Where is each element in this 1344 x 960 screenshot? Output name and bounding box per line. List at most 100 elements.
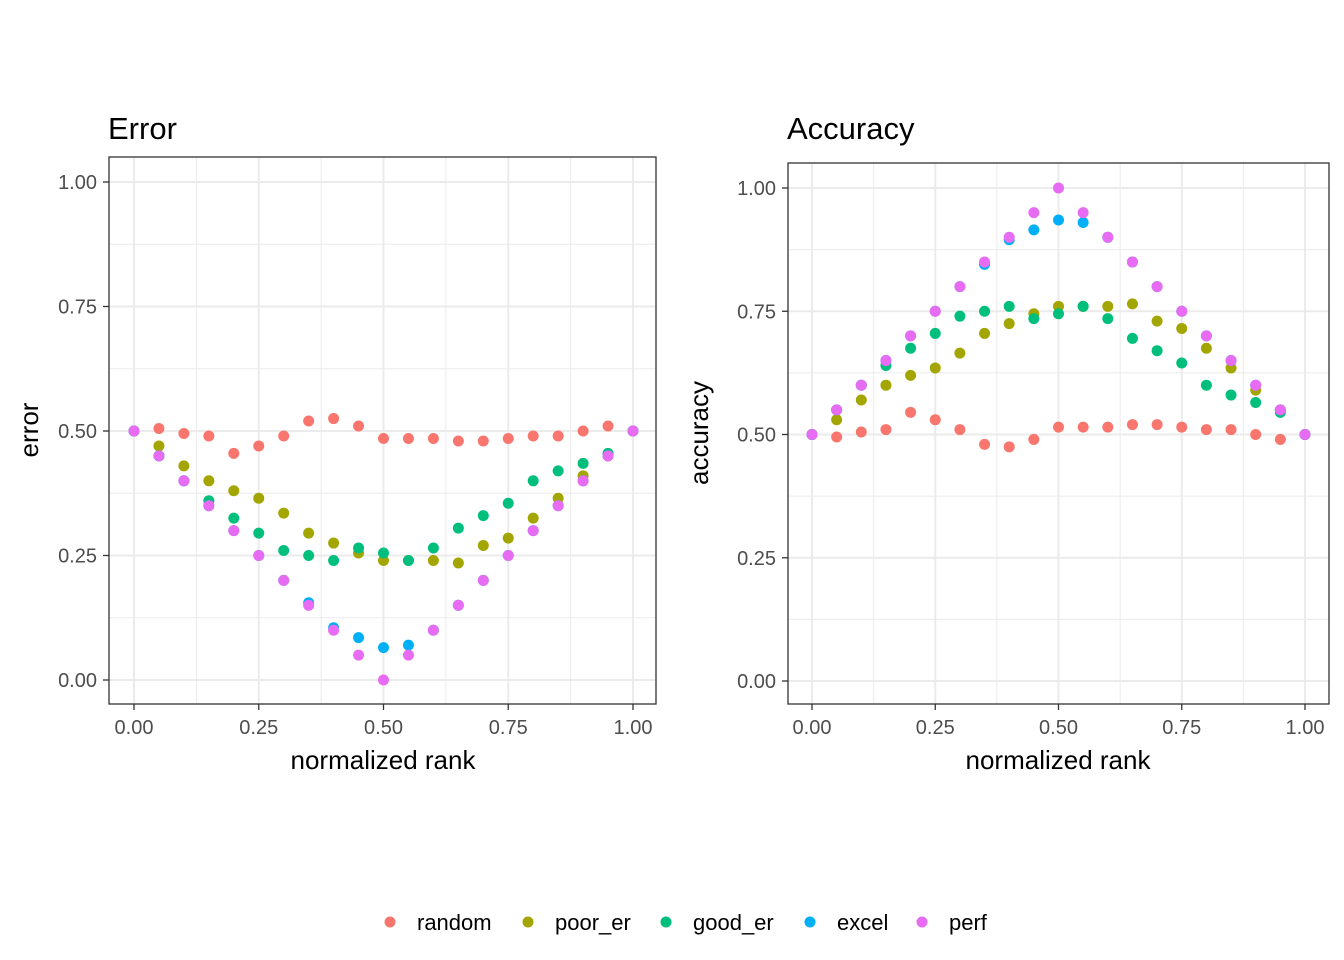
error-point-perf bbox=[303, 599, 315, 611]
error-point-perf bbox=[178, 475, 190, 487]
accuracy-point-perf bbox=[1151, 281, 1163, 293]
accuracy-y-tick-label: 0.75 bbox=[737, 301, 776, 323]
accuracy-points bbox=[806, 182, 1311, 453]
accuracy-point-poor_er bbox=[831, 414, 843, 426]
accuracy-point-random bbox=[929, 414, 941, 426]
error-point-random bbox=[303, 415, 315, 427]
error-point-perf bbox=[427, 624, 439, 636]
accuracy-point-good_er bbox=[954, 310, 966, 322]
error-point-random bbox=[253, 440, 265, 452]
error-point-perf bbox=[353, 649, 365, 661]
accuracy-point-poor_er bbox=[880, 379, 892, 391]
error-x-tick-label: 0.00 bbox=[115, 717, 154, 739]
accuracy-point-poor_er bbox=[954, 347, 966, 359]
accuracy-y-axis-title: accuracy bbox=[684, 381, 714, 485]
error-point-good_er bbox=[303, 550, 315, 561]
error-point-random bbox=[477, 435, 489, 447]
error-point-poor_er bbox=[153, 440, 165, 452]
accuracy-point-perf bbox=[1126, 256, 1138, 268]
error-point-poor_er bbox=[178, 460, 190, 472]
accuracy-point-perf bbox=[1053, 182, 1064, 194]
accuracy-point-perf bbox=[1077, 207, 1089, 219]
error-points bbox=[128, 413, 639, 686]
error-point-poor_er bbox=[203, 475, 215, 487]
accuracy-y-tick-label: 1.00 bbox=[737, 178, 776, 200]
legend-key-poor_er bbox=[522, 916, 534, 928]
error-point-perf bbox=[477, 574, 489, 586]
legend-key-good_er bbox=[660, 916, 672, 928]
error-point-random bbox=[278, 430, 290, 442]
error-point-perf bbox=[602, 450, 614, 462]
error-y-tick-label: 0.25 bbox=[58, 546, 97, 568]
accuracy-point-perf bbox=[855, 379, 867, 391]
accuracy-point-good_er bbox=[1200, 379, 1212, 391]
accuracy-point-poor_er bbox=[929, 362, 941, 374]
error-point-poor_er bbox=[527, 512, 539, 524]
error-y-axis-title: error bbox=[14, 402, 44, 457]
accuracy-panel: Accuracy 0.00 0.25 0.50 0.75 1.00 0.00 0… bbox=[684, 111, 1330, 775]
accuracy-point-perf bbox=[1176, 305, 1188, 317]
accuracy-point-random bbox=[1077, 421, 1089, 433]
accuracy-point-random bbox=[831, 431, 843, 443]
error-point-perf bbox=[253, 550, 265, 561]
error-point-good_er bbox=[552, 465, 564, 477]
error-point-random bbox=[328, 413, 340, 425]
accuracy-point-good_er bbox=[1053, 308, 1064, 320]
accuracy-point-perf bbox=[905, 330, 917, 342]
error-point-perf bbox=[552, 500, 564, 512]
accuracy-point-perf bbox=[1028, 207, 1040, 219]
accuracy-point-good_er bbox=[929, 327, 941, 339]
error-point-good_er bbox=[527, 475, 539, 487]
accuracy-point-perf bbox=[1225, 355, 1237, 367]
error-point-perf bbox=[577, 475, 589, 487]
accuracy-point-poor_er bbox=[979, 327, 991, 339]
accuracy-point-perf bbox=[1102, 231, 1114, 243]
accuracy-point-poor_er bbox=[1102, 300, 1114, 312]
legend-key-excel bbox=[804, 916, 816, 928]
error-x-axis-title: normalized rank bbox=[291, 745, 477, 775]
accuracy-point-perf bbox=[880, 355, 892, 367]
accuracy-point-poor_er bbox=[905, 369, 917, 381]
accuracy-point-random bbox=[1250, 429, 1262, 440]
accuracy-point-poor_er bbox=[1126, 298, 1138, 310]
error-point-perf bbox=[128, 425, 140, 437]
error-point-excel bbox=[402, 639, 414, 651]
accuracy-point-perf bbox=[1299, 429, 1311, 440]
accuracy-point-good_er bbox=[1151, 345, 1163, 357]
accuracy-point-random bbox=[1274, 433, 1286, 445]
accuracy-point-good_er bbox=[979, 305, 991, 317]
accuracy-point-poor_er bbox=[1200, 342, 1212, 354]
error-y-tick-label: 0.75 bbox=[58, 297, 97, 319]
error-point-random bbox=[502, 432, 514, 444]
accuracy-point-poor_er bbox=[1151, 315, 1163, 327]
accuracy-point-good_er bbox=[1102, 313, 1114, 325]
legend-label-poor_er: poor_er bbox=[555, 910, 631, 935]
error-point-perf bbox=[378, 674, 389, 686]
accuracy-point-perf bbox=[1274, 404, 1286, 416]
legend-key-perf bbox=[916, 916, 928, 928]
error-point-good_er bbox=[477, 510, 489, 522]
accuracy-point-good_er bbox=[1028, 313, 1040, 325]
accuracy-point-perf bbox=[1200, 330, 1212, 342]
accuracy-point-random bbox=[1028, 433, 1040, 445]
accuracy-point-random bbox=[1225, 424, 1237, 436]
error-ticks bbox=[103, 181, 634, 710]
accuracy-point-good_er bbox=[1003, 300, 1015, 312]
legend-key-random bbox=[384, 916, 396, 928]
error-point-good_er bbox=[278, 545, 290, 557]
error-point-random bbox=[577, 425, 589, 437]
legend-label-good_er: good_er bbox=[693, 910, 774, 935]
legend-label-perf: perf bbox=[949, 910, 988, 935]
accuracy-panel-title: Accuracy bbox=[787, 111, 915, 146]
accuracy-point-random bbox=[1200, 424, 1212, 436]
error-point-good_er bbox=[427, 542, 439, 554]
error-point-random bbox=[552, 430, 564, 442]
error-y-tick-label: 1.00 bbox=[58, 172, 97, 194]
accuracy-point-poor_er bbox=[1176, 323, 1188, 335]
error-point-perf bbox=[228, 525, 240, 537]
accuracy-point-random bbox=[1126, 419, 1138, 431]
accuracy-point-perf bbox=[1250, 379, 1262, 391]
error-x-tick-label: 0.50 bbox=[364, 717, 403, 739]
error-point-perf bbox=[153, 450, 165, 462]
